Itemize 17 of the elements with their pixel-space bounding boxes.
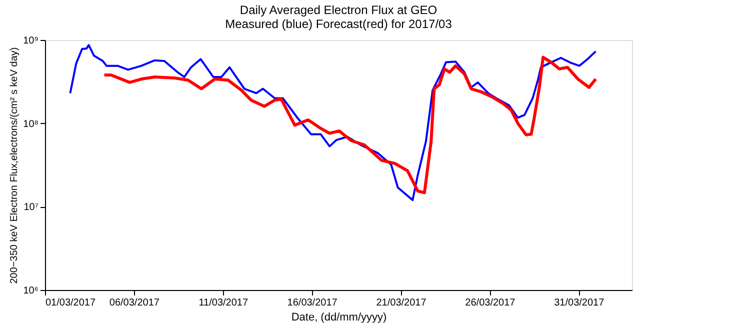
x-tick-label: 26/03/2017	[465, 298, 516, 308]
chart-subtitle: Measured (blue) Forecast(red) for 2017/03	[225, 17, 452, 31]
y-tick-label: 10⁹	[23, 36, 38, 46]
x-tick-label: 01/03/2017	[46, 298, 96, 308]
x-tick-label: 16/03/2017	[287, 298, 338, 308]
chart-title: Daily Averaged Electron Flux at GEO	[240, 3, 438, 17]
y-tick-label: 10⁸	[23, 118, 38, 130]
y-tick-label: 10⁶	[23, 286, 38, 296]
x-axis-title: Date, (dd/mm/yyyy)	[291, 312, 387, 324]
x-tick-label: 21/03/2017	[376, 298, 427, 308]
x-tick-label: 31/03/2017	[554, 298, 605, 308]
x-tick-label: 11/03/2017	[198, 298, 248, 308]
y-axis-title: 200−350 keV Electron Flux,electrons/(cm² s keV day)	[9, 47, 20, 284]
line-series	[69, 44, 597, 202]
y-tick-label: 10⁷	[24, 202, 39, 214]
x-tick-label: 06/03/2017	[109, 298, 160, 308]
line-series	[102, 56, 598, 194]
